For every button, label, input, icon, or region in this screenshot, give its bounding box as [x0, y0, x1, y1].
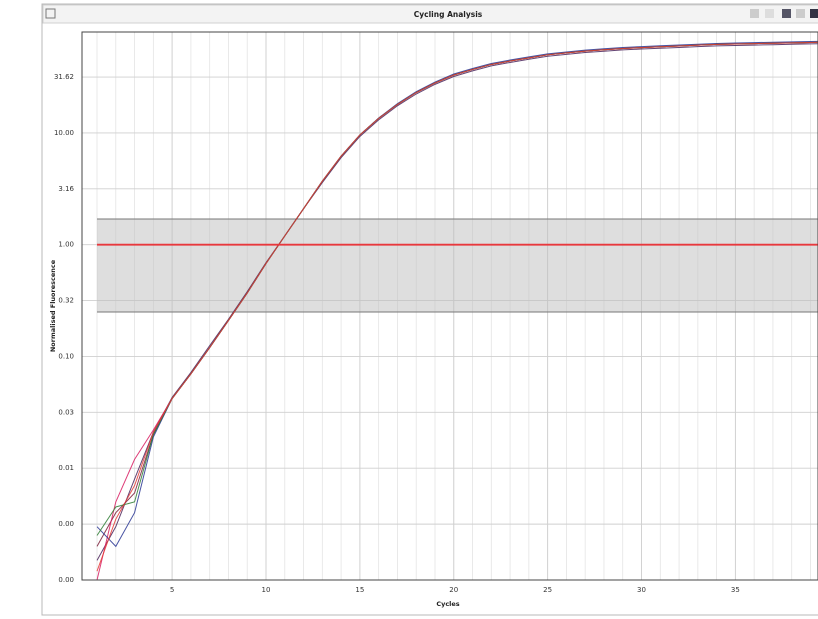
y-axis-title: Normalised Fluorescence: [49, 259, 57, 352]
amplification-curve: [96, 43, 818, 561]
y-tick-label: 0.32: [58, 297, 74, 305]
restore-icon[interactable]: [45, 8, 56, 19]
log-icon[interactable]: [782, 9, 791, 18]
plot-area: [96, 40, 818, 580]
y-tick-label: 3.16: [58, 185, 74, 193]
x-tick-label: 15: [355, 586, 364, 594]
x-tick-label: 30: [637, 586, 646, 594]
x-tick-label: 20: [449, 586, 458, 594]
x-axis-title: Cycles: [436, 600, 459, 608]
y-tick-label: 0.10: [58, 352, 74, 360]
x-tick-label: 5: [170, 586, 174, 594]
x-tick-label: 10: [262, 586, 271, 594]
chart-title: Cycling Analysis: [414, 10, 483, 19]
plot-frame: [81, 31, 818, 581]
x-tick-label: 25: [543, 586, 552, 594]
y-tick-label: 0.01: [58, 464, 74, 472]
settings-icon[interactable]: [810, 9, 818, 18]
x-tick-label: 35: [731, 586, 740, 594]
title-bar: [42, 4, 818, 24]
copy-icon[interactable]: [750, 9, 759, 18]
linear-icon[interactable]: [796, 9, 805, 18]
y-tick-label: 1.00: [58, 241, 74, 249]
y-tick-label: 10.00: [54, 129, 74, 137]
y-tick-label: 0.00: [58, 520, 74, 528]
amplification-curve: [96, 41, 818, 572]
threshold-band: [97, 218, 818, 312]
y-tick-label: 0.03: [58, 408, 74, 416]
tool-icon[interactable]: [765, 9, 774, 18]
y-tick-label: 31.62: [54, 73, 74, 81]
y-tick-label: 0.00: [58, 576, 74, 584]
